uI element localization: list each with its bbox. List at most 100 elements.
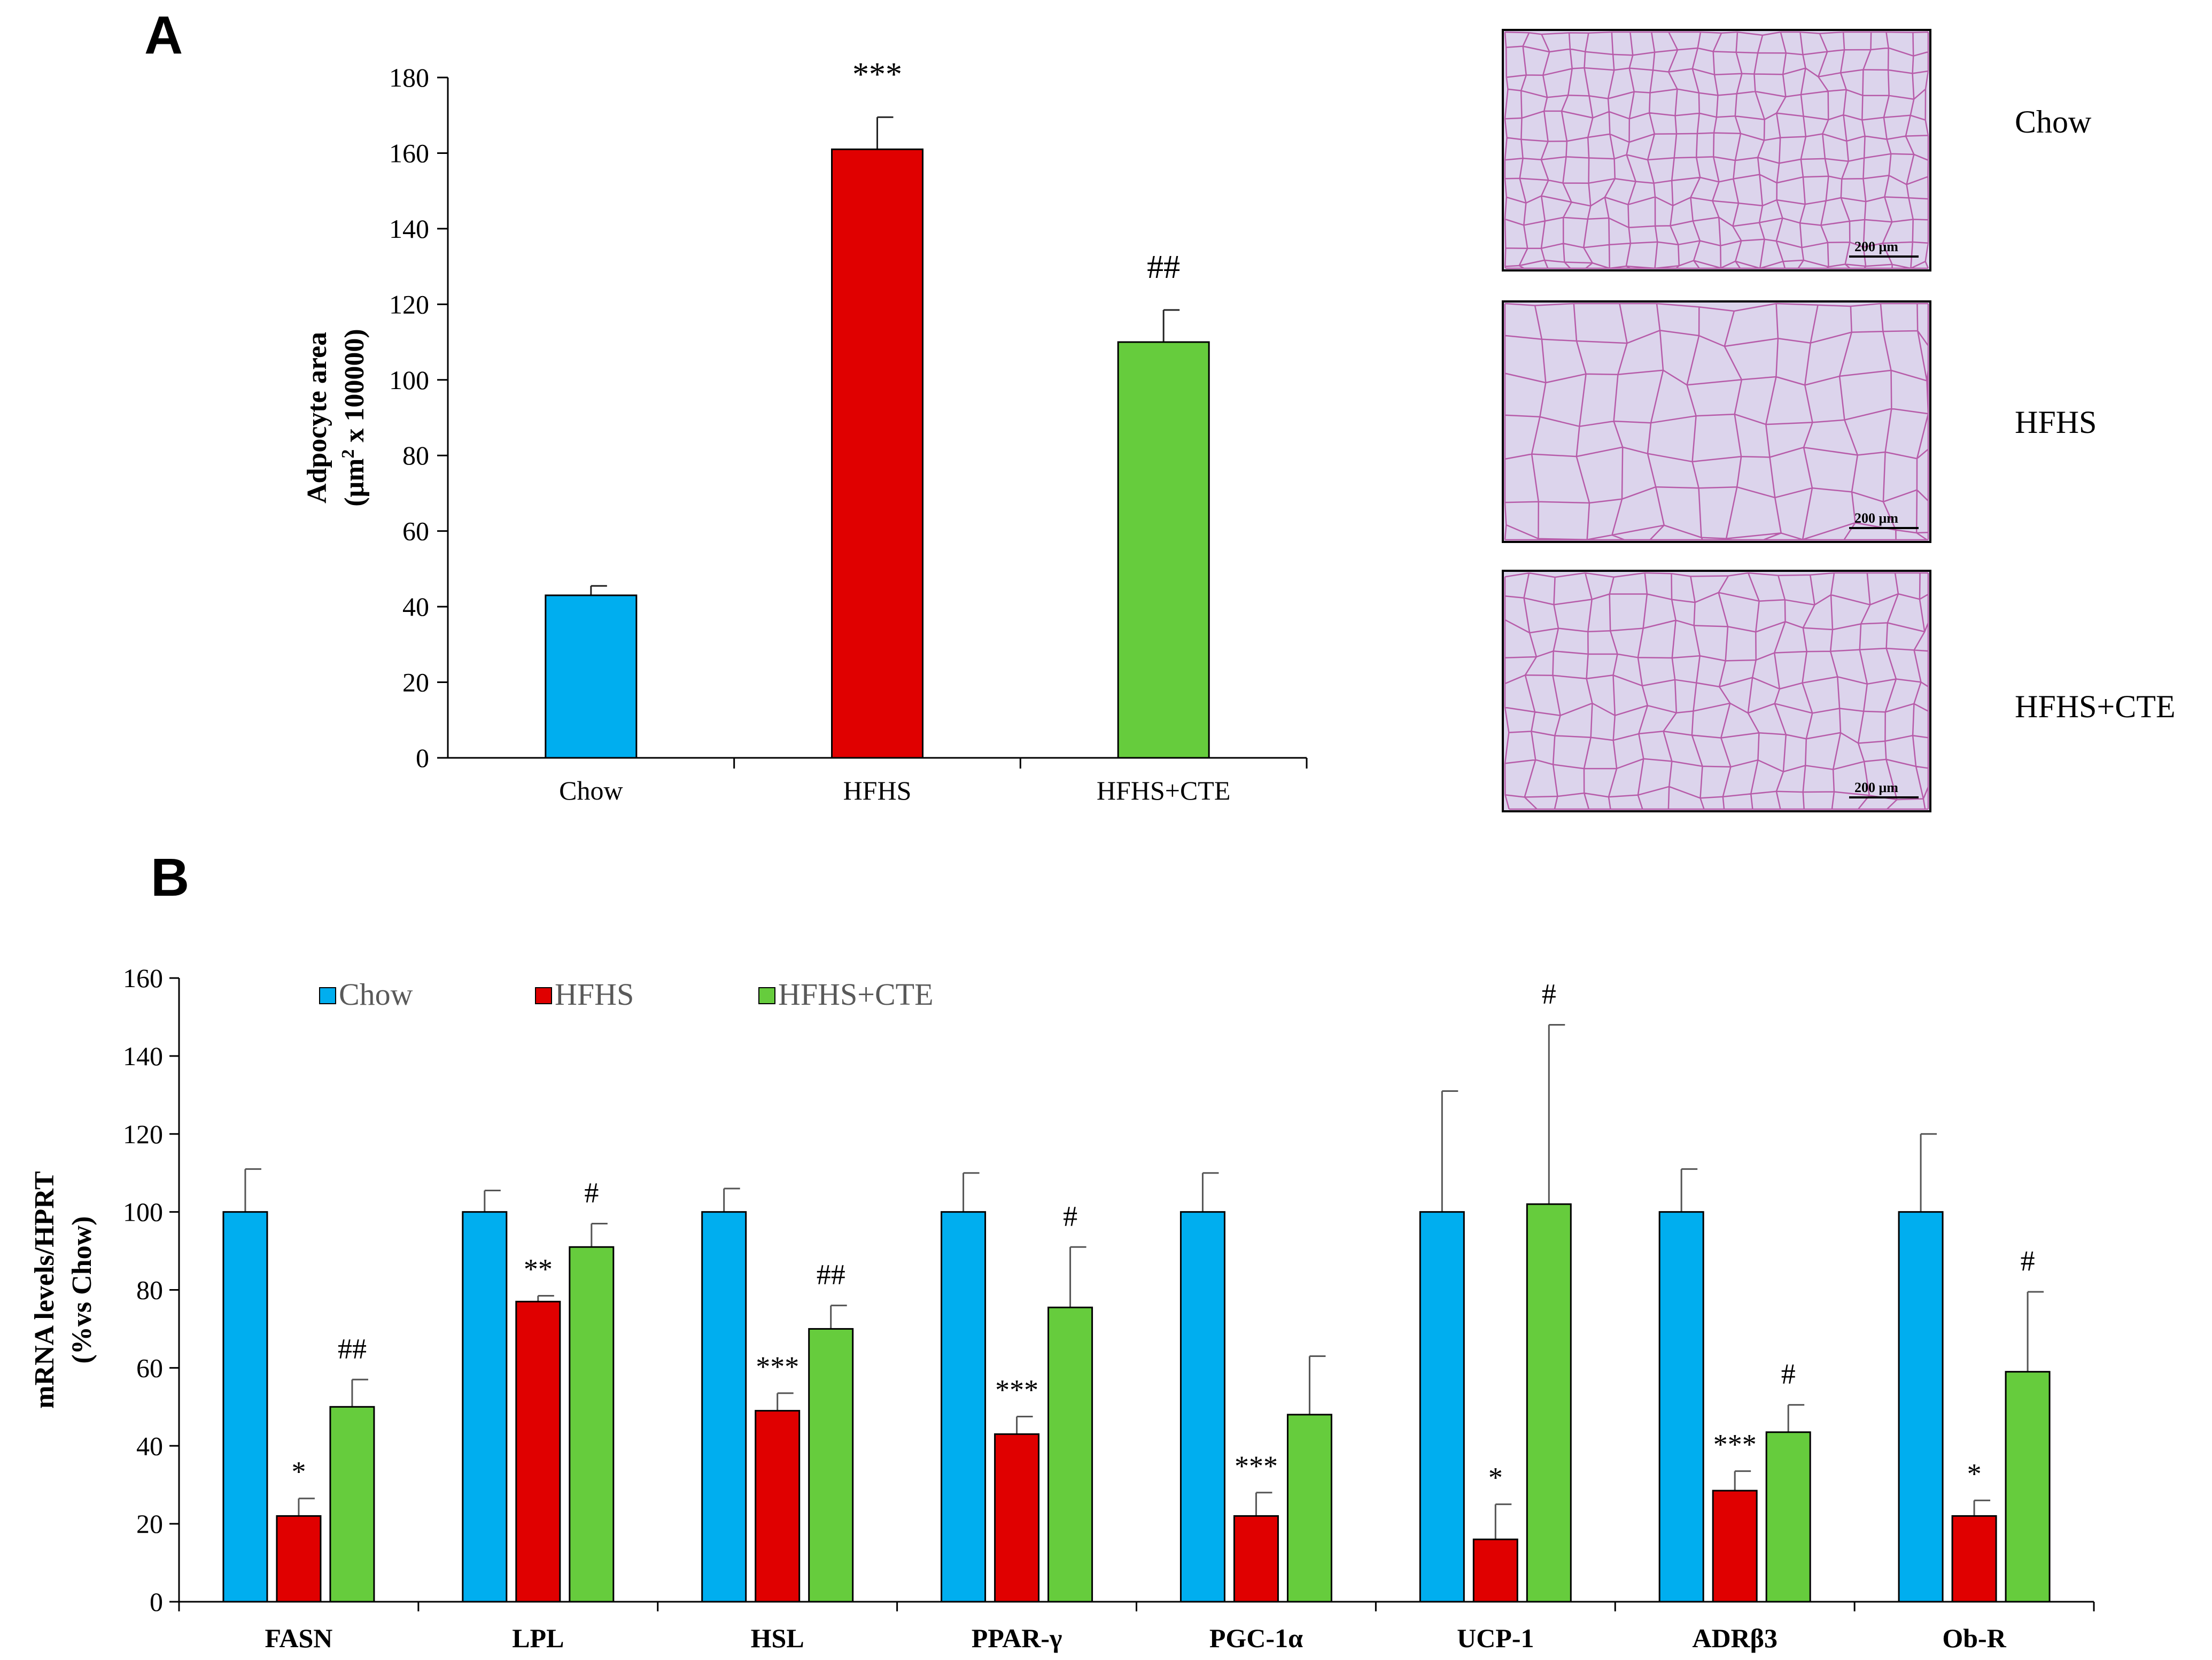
x-tick-label: UCP-1: [1457, 1623, 1534, 1653]
y-tick-label: 100: [389, 365, 429, 395]
x-tick-label: PPAR-γ: [972, 1623, 1062, 1653]
y-axis-title: mRNA levels/HPRT: [29, 1171, 60, 1408]
y-tick-label: 40: [136, 1431, 163, 1461]
x-tick-label: ADRβ3: [1692, 1623, 1778, 1653]
micrograph-hfhs-cte-image: [1502, 570, 1931, 812]
y-tick-label: 80: [136, 1275, 163, 1305]
significance-mark: ***: [1713, 1429, 1757, 1461]
y-axis-title-units: (μm2 x 100000): [338, 329, 370, 506]
cell-membranes: [1504, 31, 1929, 269]
legend-label: HFHS: [555, 977, 634, 1012]
significance-mark: ##: [338, 1332, 367, 1364]
bar: [831, 148, 923, 759]
x-tick-label: HFHS+CTE: [1097, 775, 1230, 805]
bar: [1898, 1211, 1944, 1603]
significance-mark: *: [1488, 1462, 1503, 1494]
bar: [1765, 1431, 1811, 1603]
bar: [1179, 1211, 1225, 1603]
x-tick-label: HSL: [751, 1623, 804, 1653]
y-tick-label: 40: [402, 592, 429, 622]
significance-mark: ***: [852, 56, 902, 92]
bar: [1951, 1515, 1997, 1603]
significance-mark: ***: [1235, 1450, 1278, 1482]
scale-label-hfhs: 200 μm: [1854, 510, 1898, 526]
y-tick-label: 140: [123, 1041, 163, 1071]
panel-b-label: B: [151, 848, 189, 907]
bar: [515, 1300, 561, 1603]
panel-a-label: A: [144, 5, 183, 65]
chart-adipocyte-area: 0 20 40 60 80 100 120 140 160 180 Chow HFHS *** HFHS+…: [302, 56, 1308, 805]
bar: [2005, 1371, 2051, 1603]
x-tick-label: Chow: [559, 775, 623, 805]
significance-mark: #: [584, 1177, 599, 1209]
y-axis-title: Adpocyte area: [302, 332, 332, 503]
y-tick-label: 100: [123, 1197, 163, 1227]
significance-mark: #: [2021, 1245, 2035, 1277]
bar: [329, 1406, 375, 1603]
bar: [1117, 341, 1210, 759]
micrograph-hfhs-cte: 200 μm HFHS+CTE: [1502, 570, 2176, 812]
bar: [276, 1515, 322, 1603]
bar: [1526, 1203, 1572, 1603]
scale-label-hfhs-cte: 200 μm: [1854, 780, 1898, 795]
legend-swatch: [319, 987, 336, 1004]
micrograph-hfhs-image: [1502, 300, 1931, 543]
micrograph-chow: 200 μm Chow: [1502, 29, 2092, 272]
y-tick-label: 120: [123, 1119, 163, 1149]
y-axis-title-units: (%vs Chow): [67, 1216, 97, 1364]
y-tick-label: 120: [389, 289, 429, 319]
bar: [701, 1211, 747, 1603]
y-tick-label: 60: [402, 516, 429, 546]
bar: [462, 1211, 508, 1603]
x-tick-label: Ob-R: [1942, 1623, 2006, 1653]
significance-mark: ***: [995, 1374, 1038, 1406]
bar: [1712, 1490, 1758, 1603]
significance-mark: #: [1781, 1358, 1796, 1390]
x-tick-label: HFHS: [843, 775, 912, 805]
micrograph-label-hfhs-cte: HFHS+CTE: [2015, 689, 2176, 724]
significance-mark: ##: [1147, 249, 1180, 285]
legend-swatch: [758, 987, 775, 1004]
bar: [1233, 1515, 1279, 1603]
cell-membranes: [1504, 572, 1929, 810]
bar: [1286, 1414, 1332, 1603]
significance-mark: **: [524, 1253, 553, 1285]
y-tick-label: 80: [402, 440, 429, 470]
significance-mark: #: [1542, 978, 1556, 1010]
legend-label: HFHS+CTE: [778, 977, 934, 1012]
cell-membranes: [1504, 302, 1929, 541]
x-tick-label: LPL: [512, 1623, 564, 1653]
legend-label: Chow: [339, 977, 413, 1012]
y-tick-label: 180: [389, 63, 429, 92]
bar: [1047, 1306, 1093, 1603]
bar: [994, 1433, 1040, 1603]
bar: [941, 1211, 987, 1603]
y-tick-label: 0: [150, 1587, 163, 1617]
legend-swatch: [535, 987, 552, 1004]
significance-mark: ##: [817, 1259, 845, 1291]
significance-mark: *: [291, 1456, 306, 1488]
bar: [222, 1211, 268, 1603]
significance-mark: ***: [756, 1351, 799, 1383]
bar: [808, 1328, 854, 1603]
significance-mark: #: [1063, 1200, 1077, 1232]
y-tick-label: 20: [136, 1509, 163, 1539]
bar: [1419, 1211, 1465, 1603]
significance-mark: *: [1967, 1457, 1982, 1490]
x-tick-label: PGC-1α: [1209, 1623, 1303, 1653]
y-tick-label: 140: [389, 214, 429, 244]
bar: [569, 1246, 615, 1603]
bar: [755, 1410, 801, 1603]
chart-mrna-levels: 020406080100120140160*##FASN**#LPL***##H…: [29, 963, 2095, 1653]
micrograph-panel: 200 μm Chow 200 μm HFHS 200 μm HFHS+CTE: [1502, 29, 2176, 812]
x-tick-label: FASN: [265, 1623, 333, 1653]
micrograph-label-chow: Chow: [2015, 104, 2092, 139]
micrograph-label-hfhs: HFHS: [2015, 405, 2097, 440]
scale-label-chow: 200 μm: [1854, 239, 1898, 254]
bar: [1472, 1538, 1518, 1603]
y-tick-label: 160: [123, 963, 163, 993]
micrograph-hfhs: 200 μm HFHS: [1502, 300, 2097, 543]
bar: [545, 594, 638, 759]
bar: [1658, 1211, 1704, 1603]
